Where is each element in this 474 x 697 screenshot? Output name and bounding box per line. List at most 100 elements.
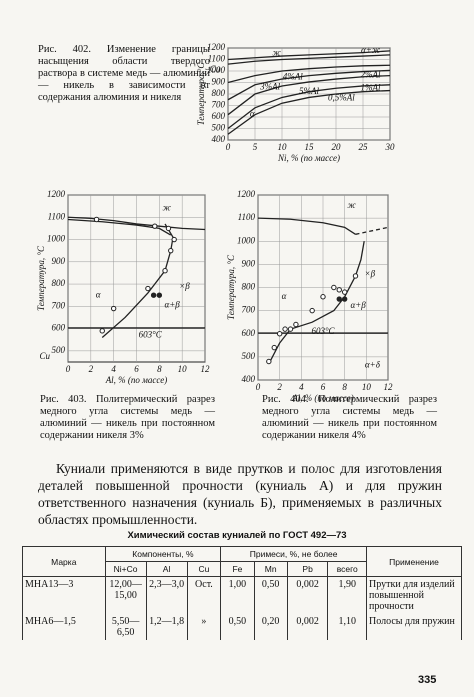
caption: Рис. 402. Изменение границы насыщения об…	[38, 44, 210, 103]
annotation: α+β	[164, 299, 180, 309]
caption: Рис. 403. Политермический разрез медного…	[40, 394, 215, 441]
annotation: α	[96, 289, 101, 299]
data-point	[266, 358, 272, 365]
x-tick-label: 10	[278, 142, 288, 152]
table-cell: 1,00	[220, 576, 255, 614]
y-tick-label: 900	[242, 258, 256, 268]
data-point	[171, 236, 177, 243]
y-axis-label: Температура, °С	[226, 254, 236, 320]
annotation: Cu	[39, 351, 50, 361]
x-tick-label: 20	[332, 142, 342, 152]
x-tick-label: 6	[321, 382, 326, 392]
x-tick-label: 4	[299, 382, 304, 392]
data-point	[145, 285, 151, 292]
x-tick-label: 0	[66, 364, 71, 374]
x-tick-label: 10	[362, 382, 372, 392]
curve	[257, 217, 356, 235]
curve	[101, 223, 174, 338]
y-tick-label: 1200	[207, 42, 226, 52]
header: всего	[327, 561, 367, 577]
y-tick-label: 1100	[238, 212, 256, 222]
header: Mn	[253, 561, 288, 577]
table-cell: Прутки для изделий повышенной прочности	[366, 576, 462, 614]
y-tick-label: 1000	[47, 234, 66, 244]
curve	[227, 84, 391, 130]
y-tick-label: 1200	[237, 189, 256, 199]
y-tick-label: 700	[52, 300, 66, 310]
curve	[227, 50, 391, 61]
header: Pb	[286, 561, 329, 577]
table-cell: 5,50—6,50	[104, 614, 147, 640]
annotation: α+β	[350, 300, 366, 310]
data-point	[293, 321, 299, 328]
table-cell: 1,10	[327, 614, 367, 640]
curve	[227, 74, 391, 116]
curve	[227, 54, 391, 65]
y-tick-label: 1200	[47, 189, 66, 199]
annotation: α+δ	[365, 359, 381, 369]
annotation: 1%Al	[361, 83, 381, 93]
annotation: 603°C	[311, 326, 335, 336]
x-tick-label: 0	[226, 142, 231, 152]
header: Fe	[220, 561, 255, 577]
table-row: МНА6—1,5 5,50—6,50 1,2—1,8» 0,50 0,20 0,002 1,…	[22, 614, 462, 640]
y-tick-label: 700	[242, 305, 256, 315]
x-axis-label: Al, % (по массе)	[105, 375, 168, 385]
y-tick-label: 700	[212, 100, 226, 110]
x-tick-label: 8	[342, 382, 347, 392]
annotation: ж	[162, 202, 171, 212]
y-tick-label: 1000	[207, 65, 226, 75]
data-point	[282, 326, 288, 332]
x-tick-label: 4	[111, 364, 116, 374]
header: Примеси, %, не более	[220, 546, 367, 562]
data-point	[156, 292, 163, 298]
data-point	[150, 292, 157, 298]
table-cell: 0,50	[253, 576, 288, 614]
data-point	[93, 216, 100, 223]
data-point	[165, 225, 172, 232]
curve	[67, 216, 206, 231]
y-tick-label: 600	[212, 111, 226, 121]
table-cell: »	[186, 614, 222, 640]
annotation: ×β	[179, 281, 190, 291]
curve	[67, 218, 172, 236]
header: Марка	[22, 546, 106, 577]
data-point	[287, 326, 294, 332]
x-tick-label: 12	[384, 382, 394, 392]
annotation: α	[250, 108, 255, 118]
table-title: Химический состав куниалей по ГОСТ 492—7…	[127, 530, 347, 541]
data-point	[152, 223, 158, 229]
x-tick-label: 5	[253, 142, 258, 152]
table-cell: МНА6—1,5	[22, 614, 106, 640]
data-point	[110, 305, 117, 312]
table-cell: 12,00—15,00	[104, 576, 147, 614]
table-cell: 0,002	[286, 576, 329, 614]
annotation: ж	[272, 48, 281, 58]
annotation: 5%Al	[299, 86, 319, 96]
annotation: α+ж	[361, 45, 381, 55]
paragraph: Куниали применяются в виде прутков и пол…	[38, 461, 442, 527]
curve	[227, 89, 391, 135]
y-tick-label: 900	[52, 256, 66, 266]
y-tick-label: 500	[212, 123, 226, 133]
annotation: 3%Al	[259, 82, 280, 92]
y-tick-label: 1100	[208, 54, 226, 64]
table-cell: 1,2—1,8	[145, 614, 188, 640]
header: Al	[145, 561, 188, 577]
annotation: ×β	[365, 269, 376, 279]
annotation: Cu	[210, 64, 221, 74]
table: Марка Компоненты, % Примеси, %, не более…	[22, 546, 462, 640]
annotation: 0,5%Al	[328, 93, 355, 103]
y-tick-label: 1100	[48, 211, 66, 221]
table-cell: МНА13—3	[22, 576, 106, 614]
data-point	[271, 344, 277, 351]
data-point	[99, 328, 105, 334]
data-point	[331, 284, 337, 291]
data-point	[162, 268, 168, 274]
data-point	[276, 331, 283, 337]
table-row: МНА13—3 12,00—15,00 2,3—3,0 Ост. 1,00 0,50 0,0…	[22, 576, 462, 614]
table-cell: 0,20	[253, 614, 288, 640]
data-point	[168, 247, 174, 254]
data-point	[352, 273, 359, 279]
